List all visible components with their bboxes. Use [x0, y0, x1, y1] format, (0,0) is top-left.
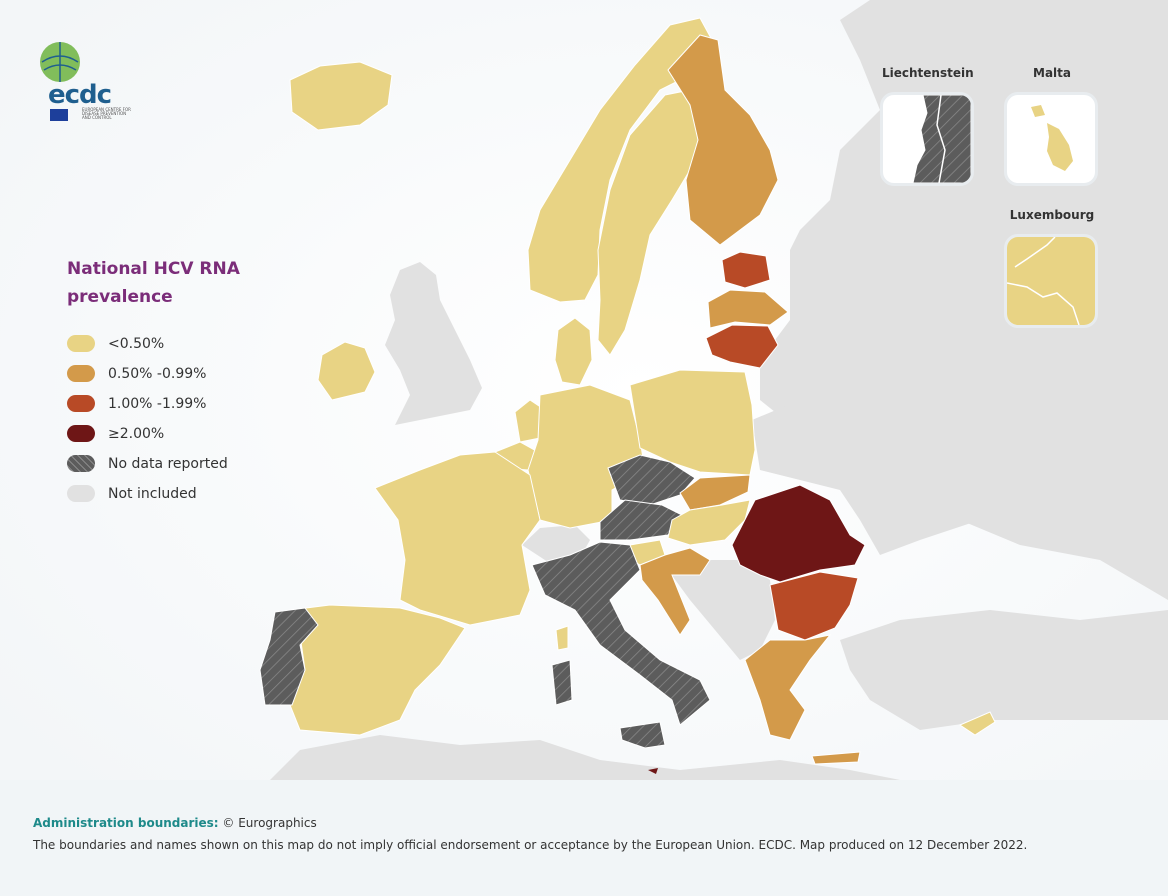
ecdc-logo: ecdc EUROPEAN CENTRE FOR DISEASE PREVENT…: [30, 40, 131, 125]
legend-label: <0.50%: [108, 336, 165, 352]
legend-label: 0.50% -0.99%: [108, 366, 207, 382]
legend-swatch: [67, 335, 95, 352]
country-latvia: [707, 289, 789, 329]
legend-swatch: [67, 485, 95, 502]
footer-attribution: Administration boundaries: © Eurographic…: [33, 816, 317, 830]
legend-label: 1.00% -1.99%: [108, 396, 207, 412]
legend-swatch: [67, 425, 95, 442]
legend-swatch: [67, 395, 95, 412]
legend-label: No data reported: [108, 456, 228, 472]
logo-text: ecdc: [48, 80, 112, 110]
legend-swatch: [67, 365, 95, 382]
country-greece-crete: [811, 751, 861, 765]
inset-malta: [1004, 92, 1098, 186]
uk-land: [385, 262, 482, 425]
inset-label-liechtenstein: Liechtenstein: [882, 66, 974, 80]
legend-swatch: [67, 455, 95, 472]
country-denmark: [554, 317, 593, 386]
footer-disclaimer: The boundaries and names shown on this m…: [33, 838, 1028, 852]
country-portugal: [259, 607, 319, 706]
north-africa-land: [270, 735, 900, 780]
luxembourg-shape: [1007, 237, 1095, 325]
turkey-land: [840, 610, 1168, 730]
country-poland: [629, 369, 756, 476]
country-bulgaria: [769, 571, 859, 641]
inset-label-luxembourg: Luxembourg: [1009, 208, 1095, 222]
country-italy-sicily: [619, 721, 666, 749]
footer: Administration boundaries: © Eurographic…: [0, 780, 1168, 896]
footer-label: Administration boundaries:: [33, 816, 219, 830]
country-romania: [731, 484, 866, 583]
footer-source: © Eurographics: [222, 816, 317, 830]
inset-luxembourg: [1004, 234, 1098, 328]
malta-shape: [1031, 105, 1073, 171]
liechtenstein-shape: [912, 95, 971, 183]
country-finland: [667, 34, 779, 246]
inset-label-malta: Malta: [1033, 66, 1071, 80]
country-greece: [744, 634, 832, 741]
ukraine-land: [752, 400, 1000, 555]
logo-subtitle: EUROPEAN CENTRE FOR DISEASE PREVENTION A…: [82, 107, 131, 120]
globe-icon: [40, 42, 80, 82]
country-ireland: [317, 341, 376, 401]
country-lithuania: [705, 324, 779, 369]
legend-title: National HCV RNA prevalence: [67, 259, 240, 307]
europe-map: [0, 0, 1168, 780]
eu-flag-icon: [50, 109, 68, 121]
switzerland-land: [522, 525, 590, 562]
balkans-land: [668, 560, 775, 660]
legend-label: ≥2.00%: [108, 426, 165, 442]
country-france-corsica: [555, 625, 569, 651]
country-germany: [527, 384, 646, 529]
country-croatia: [639, 547, 711, 636]
country-france: [374, 451, 541, 626]
inset-liechtenstein: [880, 92, 974, 186]
country-italy-sardinia: [551, 659, 573, 706]
country-italy: [531, 541, 711, 726]
legend-label: Not included: [108, 486, 197, 502]
country-malta-dot: [648, 768, 658, 774]
country-estonia: [721, 251, 771, 289]
country-iceland: [289, 61, 393, 131]
country-cyprus: [958, 711, 996, 736]
